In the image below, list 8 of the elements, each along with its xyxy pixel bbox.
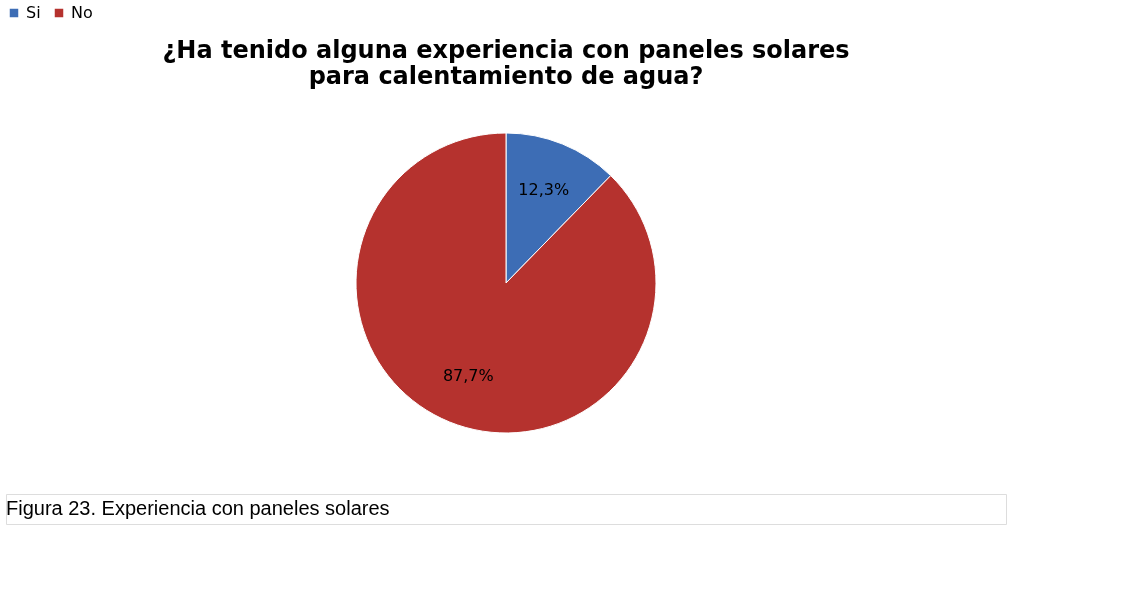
legend-label: No xyxy=(71,3,93,22)
pie-slice xyxy=(355,132,657,434)
text: ¿Ha tenido alguna experiencia con paneles solares xyxy=(162,36,850,64)
text: Figura 23. Experiencia con paneles solares xyxy=(6,497,390,519)
legend-label: Si xyxy=(26,3,41,22)
data-label: 87,7% xyxy=(442,365,494,385)
text: para calentamiento de agua? xyxy=(308,62,704,90)
data-label: 12,3% xyxy=(518,180,570,200)
